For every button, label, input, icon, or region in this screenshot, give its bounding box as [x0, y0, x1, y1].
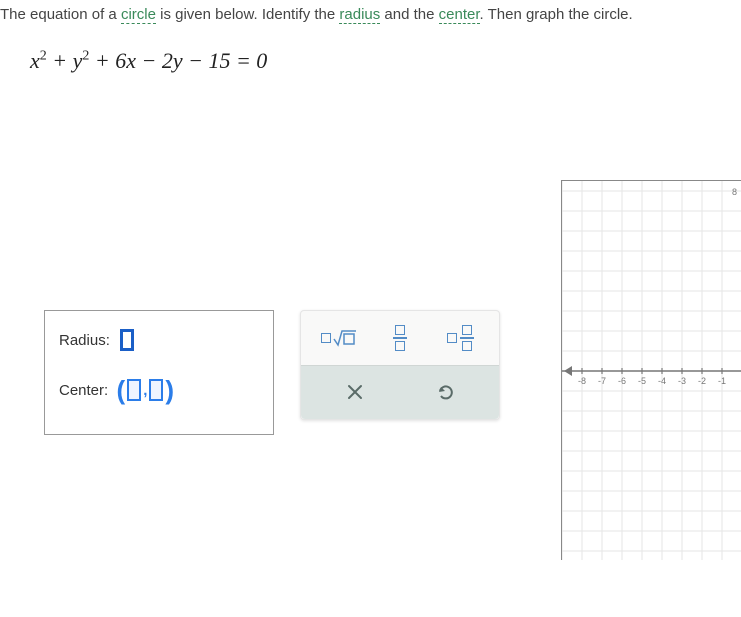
term-circle[interactable]: circle — [121, 6, 156, 24]
clear-button[interactable] — [330, 372, 380, 412]
close-icon — [346, 383, 364, 401]
sqrt-button[interactable] — [314, 318, 364, 358]
svg-text:-1: -1 — [718, 376, 726, 386]
center-comma: , — [143, 382, 147, 399]
term-center[interactable]: center — [439, 6, 480, 24]
graph-panel[interactable]: -8 -7 -6 -5 -4 -3 -2 -1 8 — [561, 180, 741, 560]
sqrt-coef-icon — [321, 333, 331, 343]
radius-row: Radius: — [59, 329, 259, 351]
radius-label: Radius: — [59, 332, 110, 349]
question-text: The equation of a circle is given below.… — [0, 6, 633, 23]
radius-input[interactable] — [120, 329, 134, 351]
paren-open: ( — [117, 379, 126, 401]
mixed-number-button[interactable] — [436, 318, 486, 358]
svg-text:-6: -6 — [618, 376, 626, 386]
q-prefix: The equation of a — [0, 6, 121, 23]
tool-row-bottom — [301, 365, 499, 420]
svg-text:-8: -8 — [578, 376, 586, 386]
svg-text:-2: -2 — [698, 376, 706, 386]
undo-button[interactable] — [421, 372, 471, 412]
q-mid2: and the — [380, 6, 438, 23]
tool-row-top — [301, 311, 499, 365]
sqrt-icon — [333, 329, 357, 347]
center-y-input[interactable] — [149, 379, 163, 401]
paren-close: ) — [165, 379, 174, 401]
y-tick-top: 8 — [732, 187, 737, 197]
mixed-number-icon — [447, 325, 474, 351]
q-mid1: is given below. Identify the — [156, 6, 339, 23]
q-suffix: . Then graph the circle. — [480, 6, 633, 23]
svg-text:-5: -5 — [638, 376, 646, 386]
undo-icon — [436, 383, 456, 401]
center-x-input[interactable] — [127, 379, 141, 401]
svg-text:-3: -3 — [678, 376, 686, 386]
fraction-button[interactable] — [375, 318, 425, 358]
coordinate-grid[interactable]: -8 -7 -6 -5 -4 -3 -2 -1 8 — [562, 181, 741, 560]
equation: x2 + y2 + 6x − 2y − 15 = 0 — [30, 48, 267, 74]
fraction-icon — [393, 325, 407, 351]
center-label: Center: — [59, 382, 108, 399]
center-row: Center: ( , ) — [59, 379, 259, 401]
svg-text:-7: -7 — [598, 376, 606, 386]
tool-panel — [300, 310, 500, 420]
svg-text:-4: -4 — [658, 376, 666, 386]
term-radius[interactable]: radius — [339, 6, 380, 24]
answer-box: Radius: Center: ( , ) — [44, 310, 274, 435]
